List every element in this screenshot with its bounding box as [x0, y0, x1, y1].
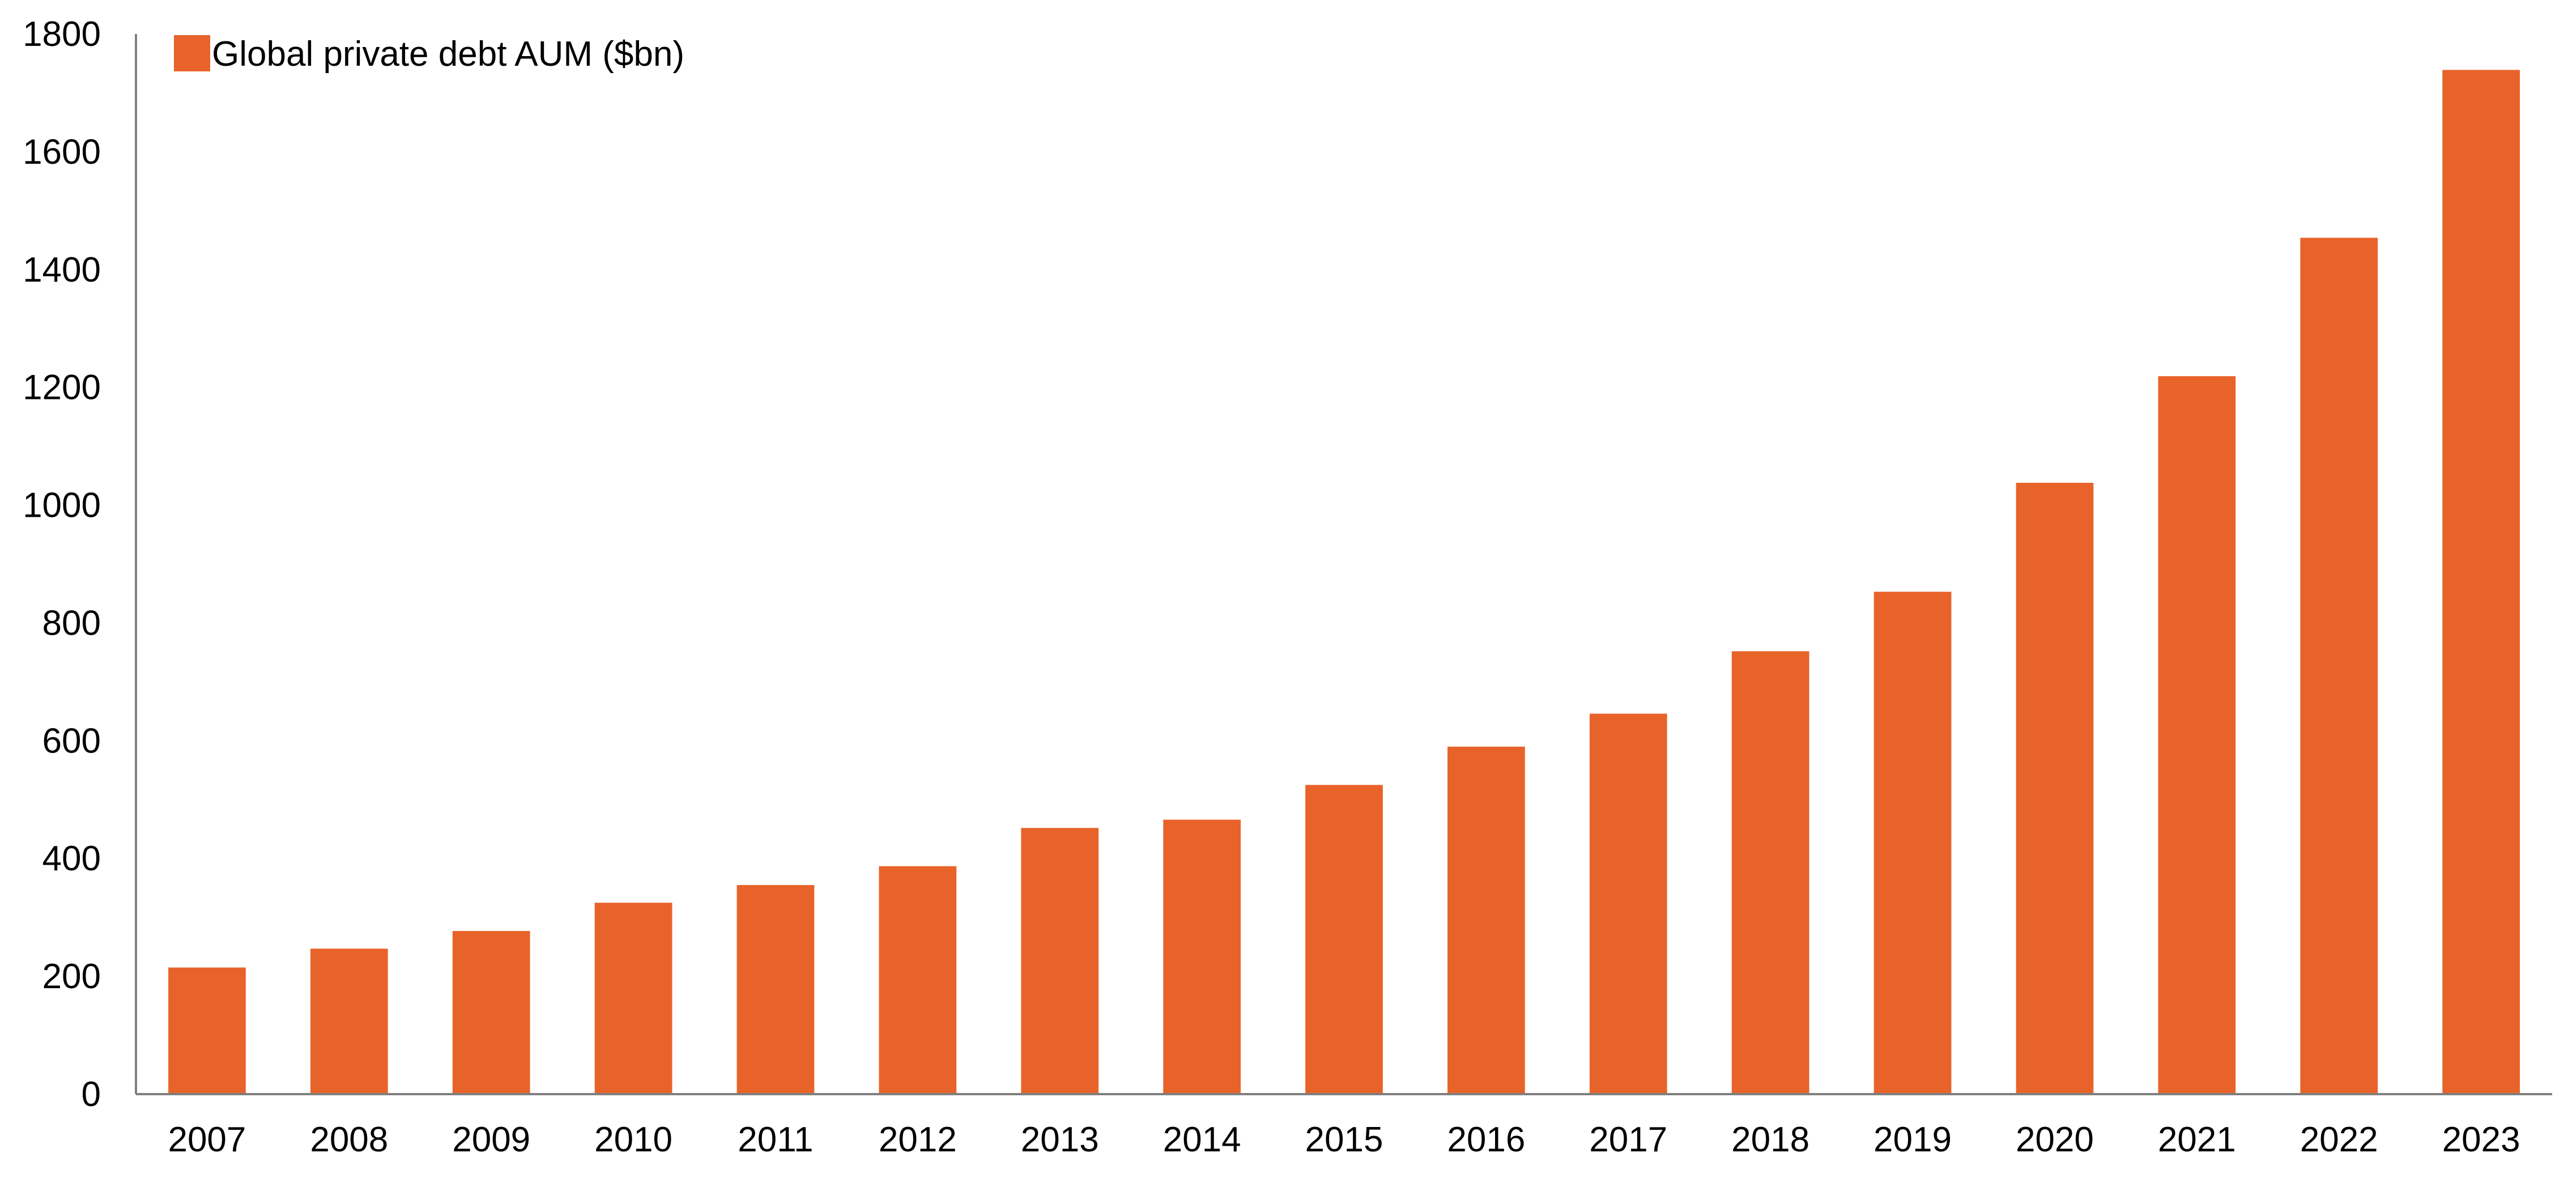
y-tick-label: 800	[42, 603, 101, 643]
x-tick-label: 2019	[1874, 1120, 1952, 1159]
bar-2018	[1731, 651, 1809, 1094]
bar-2020	[2016, 483, 2094, 1094]
x-tick-label: 2022	[2300, 1120, 2378, 1159]
x-tick-label: 2009	[452, 1120, 530, 1159]
x-tick-label: 2021	[2158, 1120, 2236, 1159]
bar-2014	[1163, 819, 1241, 1094]
bar-2017	[1589, 713, 1667, 1094]
y-tick-label: 400	[42, 839, 101, 878]
bar-2023	[2442, 70, 2520, 1094]
legend-label: Global private debt AUM ($bn)	[212, 35, 684, 74]
bar-2021	[2158, 376, 2236, 1094]
x-tick-label: 2023	[2442, 1120, 2520, 1159]
x-tick-label: 2017	[1589, 1120, 1667, 1159]
bar-2016	[1447, 746, 1525, 1094]
y-axis-tick-labels: 0 200 400 600 800 1000 1200 1400 1600 1800	[23, 15, 101, 1114]
y-tick-label: 1400	[23, 250, 101, 290]
legend-swatch	[174, 35, 210, 71]
x-tick-label: 2013	[1021, 1120, 1099, 1159]
bar-2022	[2300, 237, 2378, 1095]
y-tick-label: 200	[42, 957, 101, 996]
x-tick-label: 2014	[1163, 1120, 1241, 1159]
x-tick-label: 2015	[1305, 1120, 1383, 1159]
x-tick-label: 2010	[594, 1120, 672, 1159]
bar-2015	[1305, 785, 1383, 1094]
y-tick-label: 1200	[23, 368, 101, 407]
bar-2013	[1021, 828, 1099, 1094]
bar-2012	[879, 866, 957, 1094]
x-tick-label: 2008	[310, 1120, 388, 1159]
bar-2019	[1874, 592, 1952, 1094]
bar-2011	[736, 884, 815, 1094]
x-axis-tick-labels: 2007 2008 2009 2010 2011 2012 2013 2014 2015 2016…	[168, 1120, 2520, 1159]
x-tick-label: 2020	[2016, 1120, 2094, 1159]
y-tick-label: 0	[82, 1075, 101, 1114]
bar-2008	[310, 949, 388, 1094]
x-tick-label: 2007	[168, 1120, 246, 1159]
legend: Global private debt AUM ($bn)	[174, 35, 684, 74]
x-tick-label: 2011	[738, 1120, 813, 1159]
bar-series	[168, 70, 2520, 1095]
y-tick-label: 600	[42, 721, 101, 760]
x-tick-label: 2016	[1447, 1120, 1525, 1159]
y-tick-label: 1600	[23, 133, 101, 172]
y-tick-label: 1800	[23, 15, 101, 54]
x-tick-label: 2018	[1731, 1120, 1809, 1159]
y-tick-label: 1000	[23, 486, 101, 525]
bar-2007	[168, 967, 246, 1094]
bar-2010	[594, 903, 672, 1094]
bar-2009	[452, 931, 530, 1094]
x-tick-label: 2012	[879, 1120, 957, 1159]
